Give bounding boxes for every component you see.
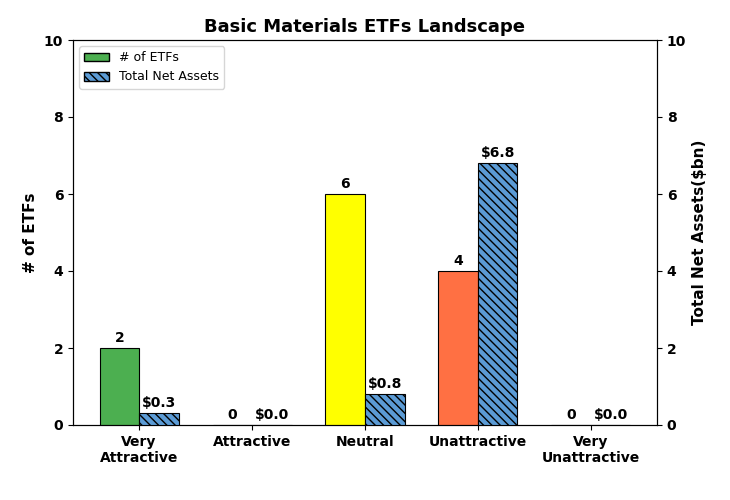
Bar: [478, 163, 518, 425]
Text: 0: 0: [566, 408, 576, 422]
Legend: # of ETFs, Total Net Assets: # of ETFs, Total Net Assets: [80, 46, 224, 88]
Y-axis label: Total Net Assets($bn): Total Net Assets($bn): [691, 140, 707, 325]
Bar: [139, 414, 179, 425]
Text: $0.0: $0.0: [255, 408, 289, 422]
Text: $0.3: $0.3: [142, 396, 176, 410]
Text: 4: 4: [453, 254, 463, 268]
Text: $6.8: $6.8: [480, 146, 515, 160]
Text: 0: 0: [228, 408, 237, 422]
Text: 6: 6: [340, 177, 350, 191]
Bar: [439, 271, 478, 425]
Y-axis label: # of ETFs: # of ETFs: [23, 192, 39, 273]
Text: 2: 2: [115, 331, 124, 345]
Text: $0.8: $0.8: [368, 377, 402, 391]
Bar: [365, 394, 404, 425]
Title: Basic Materials ETFs Landscape: Basic Materials ETFs Landscape: [204, 18, 526, 36]
Text: $0.0: $0.0: [593, 408, 628, 422]
Bar: [326, 194, 365, 425]
Bar: [99, 348, 139, 425]
